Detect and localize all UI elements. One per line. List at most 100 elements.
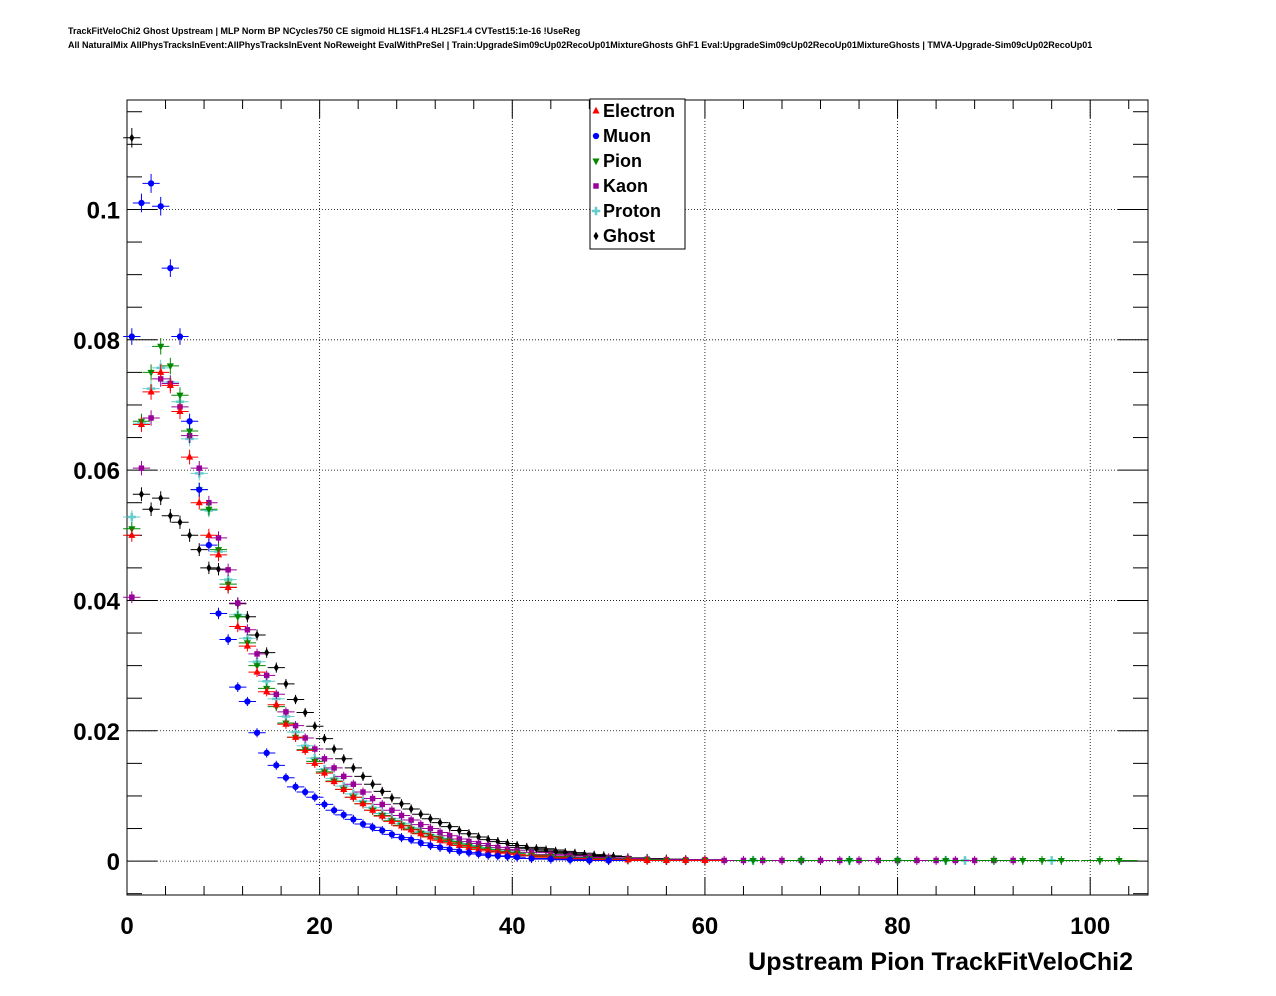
point-muon [551,855,589,865]
point-muon [142,173,160,193]
legend-label-proton: Proton [603,201,661,221]
point-ghost [123,128,141,148]
point-ghost [421,814,440,824]
point-kaon [258,670,276,681]
point-ghost [315,734,334,744]
point-kaon [383,805,401,815]
point-kaon [286,721,305,731]
point-muon [344,814,362,824]
point-kaon [248,648,266,660]
legend-entry-kaon: Kaon [593,176,648,196]
point-kaon [190,460,208,476]
point-electron [421,832,440,842]
point-muon [450,846,468,856]
point-muon [161,259,179,277]
point-kaon [277,707,295,717]
series-muon [123,173,627,866]
point-muon [296,787,314,797]
point-electron [286,732,305,742]
point-electron [296,745,314,755]
point-muon [489,851,507,861]
point-muon [132,193,151,213]
point-muon [363,822,382,832]
series-pion [123,338,1138,866]
point-ghost [431,818,449,828]
point-electron [209,548,228,562]
point-ghost [132,487,151,502]
point-electron [383,816,401,826]
point-electron [142,384,160,400]
point-muon [277,773,295,783]
point-ghost [392,799,411,809]
legend-marker-proton [591,206,601,216]
point-kaon [363,793,382,804]
legend-marker-electron [592,106,600,114]
point-ghost [306,721,324,731]
point-pion [1100,855,1138,866]
point-ghost [402,804,420,814]
point-ghost [383,793,401,803]
legend-label-electron: Electron [603,101,675,121]
point-muon [402,835,420,845]
point-kaon [209,531,228,545]
point-kaon [306,744,324,754]
point-muon [238,696,257,707]
point-ghost [296,707,314,718]
point-electron [402,825,420,835]
point-ghost [335,754,353,764]
point-kaon [132,460,151,476]
legend-entry-muon: Muon [592,126,651,146]
point-pion [229,611,247,623]
point-kaon [344,779,362,789]
legend-entry-electron: Electron [592,101,675,121]
point-muon [248,728,266,738]
point-muon [171,328,189,345]
point-kaon [315,754,334,764]
point-kaon [267,689,285,699]
point-kaon [296,733,314,743]
point-muon [354,819,372,829]
point-electron [238,640,257,652]
legend-marker-pion [592,158,600,166]
point-muon [229,682,247,692]
point-ghost [518,844,555,854]
point-ghost [200,561,218,575]
x-tick-label: 0 [120,913,133,940]
point-kaon [219,563,237,577]
legend-marker-muon [592,132,600,140]
point-ghost [161,508,179,523]
point-electron [258,686,276,697]
point-pion [200,502,218,517]
legend-label-muon: Muon [603,126,651,146]
point-muon [190,482,208,497]
point-electron [171,403,189,420]
legend-entry-proton: Proton [591,201,661,221]
point-electron [392,821,411,831]
point-kaon [402,815,420,825]
point-electron [412,829,430,839]
point-pion [734,855,772,866]
point-pion [1043,855,1080,866]
y-tick-label: 0.08 [73,328,120,355]
point-muon [267,760,285,770]
point-electron [306,758,324,768]
x-tick-label: 80 [884,913,911,940]
x-axis-title: Upstream Pion TrackFitVeloChi2 [748,948,1133,976]
point-pion [782,855,820,866]
point-kaon [421,823,440,834]
point-ghost [190,543,208,557]
point-kaon [412,820,430,830]
point-electron [373,811,391,821]
point-proton [123,510,141,524]
point-kaon [335,771,353,781]
y-tick-label: 0.06 [73,458,120,485]
x-tick-label: 20 [306,913,333,940]
point-electron [277,719,295,729]
point-pion [879,855,916,866]
point-kaon [373,799,391,809]
point-electron [190,495,208,510]
point-electron [219,581,237,594]
point-kaon [325,763,343,773]
legend-entry-ghost: Ghost [593,226,655,246]
legend-label-kaon: Kaon [603,176,648,196]
